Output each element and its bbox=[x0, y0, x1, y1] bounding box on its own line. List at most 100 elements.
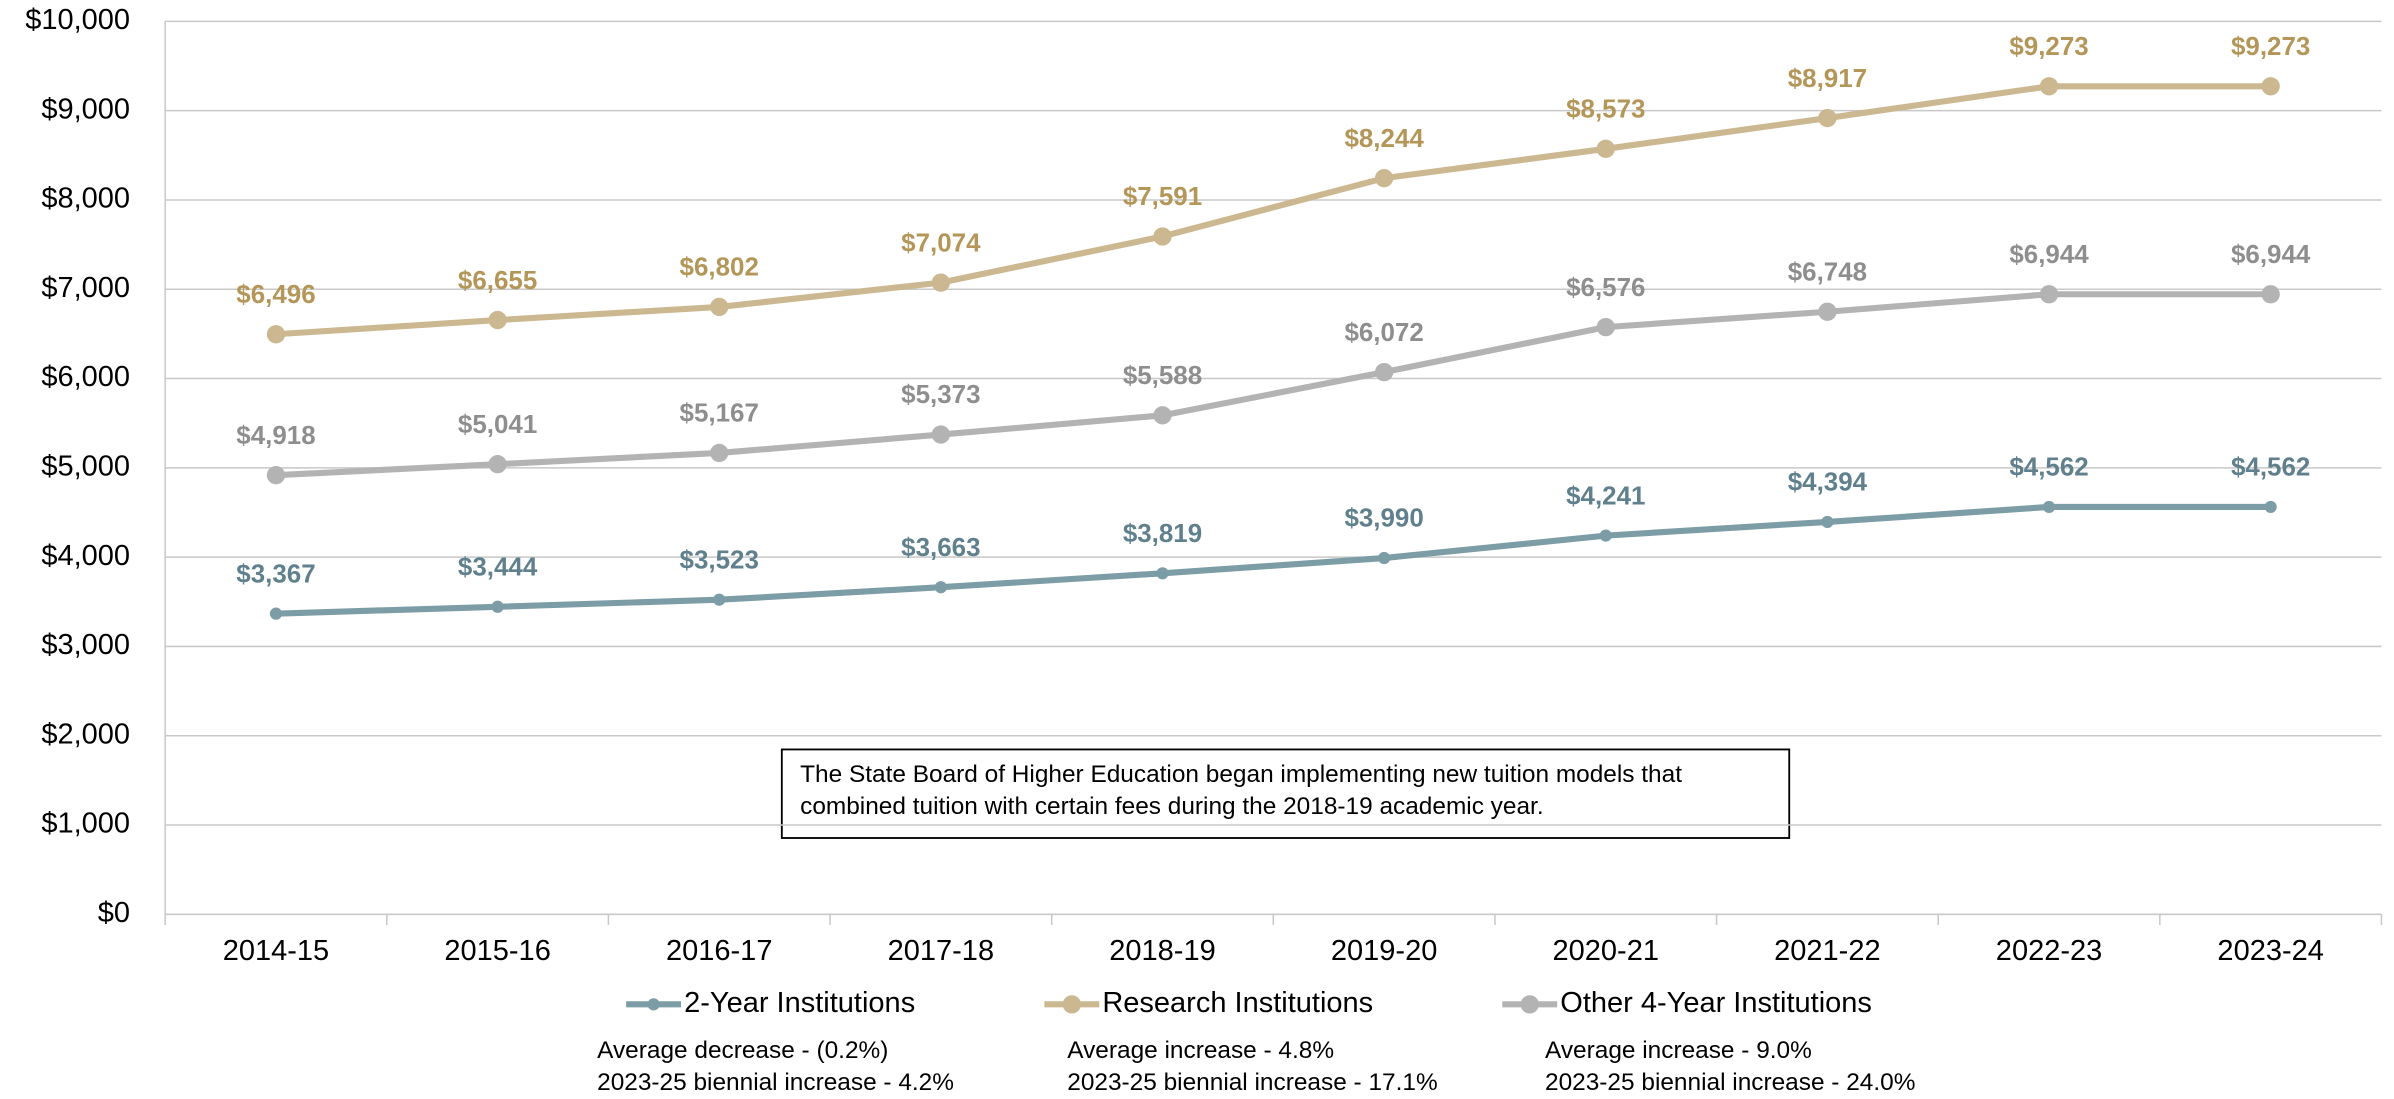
y-tick-label: $6,000 bbox=[41, 361, 130, 393]
value-label: $6,072 bbox=[1344, 319, 1423, 347]
y-tick-label: $7,000 bbox=[41, 272, 130, 304]
legend-label: Research Institutions bbox=[1102, 987, 1373, 1019]
value-label: $5,041 bbox=[458, 411, 537, 439]
value-label: $6,944 bbox=[2231, 241, 2311, 269]
series-line bbox=[275, 503, 2271, 617]
x-tick-label: 2014-15 bbox=[223, 935, 329, 967]
y-tick-label: $9,000 bbox=[41, 93, 130, 125]
value-label: $8,917 bbox=[1788, 65, 1867, 93]
y-tick-label: $5,000 bbox=[41, 450, 130, 482]
value-label: $8,244 bbox=[1344, 125, 1424, 153]
series-line bbox=[275, 83, 2271, 338]
y-tick-label: $2,000 bbox=[41, 718, 130, 750]
legend-note: Average decrease - (0.2%) bbox=[597, 1037, 888, 1064]
value-label: $4,562 bbox=[2009, 454, 2088, 482]
value-label: $7,074 bbox=[901, 229, 981, 257]
value-label: $6,748 bbox=[1788, 258, 1867, 286]
value-label: $6,802 bbox=[680, 254, 759, 282]
point bbox=[1596, 317, 1615, 337]
legend-label: 2-Year Institutions bbox=[684, 987, 915, 1019]
value-label: $5,588 bbox=[1123, 362, 1202, 390]
point bbox=[1818, 302, 1837, 321]
point bbox=[1378, 551, 1391, 565]
annotation-box bbox=[780, 748, 1791, 839]
point bbox=[710, 443, 729, 463]
value-label: $3,367 bbox=[236, 560, 315, 588]
point bbox=[931, 425, 951, 444]
y-tick-label: $10,000 bbox=[25, 4, 130, 36]
value-label: $3,990 bbox=[1344, 505, 1423, 533]
value-label: $7,591 bbox=[1123, 183, 1202, 211]
y-tick-label: $4,000 bbox=[41, 540, 130, 572]
legend-marker bbox=[1062, 995, 1081, 1014]
point bbox=[1156, 567, 1169, 580]
point bbox=[491, 600, 504, 613]
point bbox=[488, 455, 507, 474]
value-label: $3,523 bbox=[680, 546, 759, 574]
point bbox=[269, 607, 283, 620]
value-label: $3,663 bbox=[901, 534, 980, 562]
point bbox=[710, 297, 729, 317]
value-label: $3,819 bbox=[1123, 520, 1202, 548]
point bbox=[2039, 77, 2059, 96]
value-label: $9,273 bbox=[2231, 33, 2310, 61]
point bbox=[2042, 500, 2056, 514]
x-tick-label: 2021-22 bbox=[1774, 935, 1880, 967]
x-tick-label: 2017-18 bbox=[888, 935, 994, 967]
point bbox=[266, 325, 286, 344]
value-label: $5,167 bbox=[680, 400, 759, 428]
value-label: $6,944 bbox=[2009, 241, 2089, 269]
y-tick-label: $0 bbox=[98, 897, 130, 929]
point bbox=[488, 310, 507, 330]
legend-note: 2023-25 biennial increase - 24.0% bbox=[1545, 1069, 1915, 1096]
point bbox=[266, 466, 286, 485]
legend-marker bbox=[647, 998, 660, 1011]
point bbox=[934, 581, 947, 594]
x-tick-label: 2018-19 bbox=[1109, 935, 1215, 967]
point bbox=[2264, 500, 2277, 514]
point bbox=[1821, 515, 1834, 529]
legend-label: Other 4-Year Institutions bbox=[1560, 987, 1872, 1019]
value-label: $6,496 bbox=[236, 281, 315, 309]
point bbox=[1818, 108, 1837, 128]
point bbox=[713, 593, 726, 606]
y-tick-label: $8,000 bbox=[41, 183, 130, 215]
point bbox=[931, 273, 951, 292]
value-label: $4,241 bbox=[1566, 482, 1645, 510]
point bbox=[1599, 529, 1612, 542]
x-tick-label: 2020-21 bbox=[1553, 935, 1659, 967]
point bbox=[1153, 227, 1172, 246]
legend-note: 2023-25 biennial increase - 4.2% bbox=[597, 1069, 954, 1096]
annotation-text: combined tuition with certain fees durin… bbox=[800, 793, 1543, 820]
value-label: $9,273 bbox=[2009, 33, 2088, 61]
value-label: $6,655 bbox=[458, 267, 537, 295]
value-label: $4,918 bbox=[236, 422, 315, 450]
point bbox=[1374, 169, 1394, 188]
point bbox=[1596, 139, 1615, 158]
x-tick-label: 2016-17 bbox=[666, 935, 772, 967]
value-label: $8,573 bbox=[1566, 95, 1645, 123]
x-tick-label: 2023-24 bbox=[2217, 935, 2323, 967]
x-tick-label: 2019-20 bbox=[1331, 935, 1437, 967]
point bbox=[2261, 285, 2280, 304]
legend-note: Average increase - 4.8% bbox=[1067, 1037, 1334, 1064]
y-tick-label: $3,000 bbox=[41, 629, 130, 661]
legend-marker bbox=[1520, 995, 1539, 1014]
point bbox=[2039, 285, 2059, 304]
value-label: $5,373 bbox=[901, 381, 980, 409]
x-tick-label: 2015-16 bbox=[444, 935, 550, 967]
value-label: $4,394 bbox=[1788, 469, 1868, 497]
series-line bbox=[275, 291, 2271, 479]
y-tick-label: $1,000 bbox=[41, 808, 130, 840]
annotation-text: The State Board of Higher Education bega… bbox=[800, 761, 1682, 788]
value-label: $4,562 bbox=[2231, 454, 2310, 482]
value-label: $3,444 bbox=[458, 553, 538, 581]
x-tick-label: 2022-23 bbox=[1996, 935, 2102, 967]
point bbox=[1374, 362, 1394, 382]
legend-note: 2023-25 biennial increase - 17.1% bbox=[1067, 1069, 1437, 1096]
point bbox=[1153, 406, 1172, 425]
point bbox=[2261, 77, 2280, 96]
legend-note: Average increase - 9.0% bbox=[1545, 1037, 1812, 1064]
